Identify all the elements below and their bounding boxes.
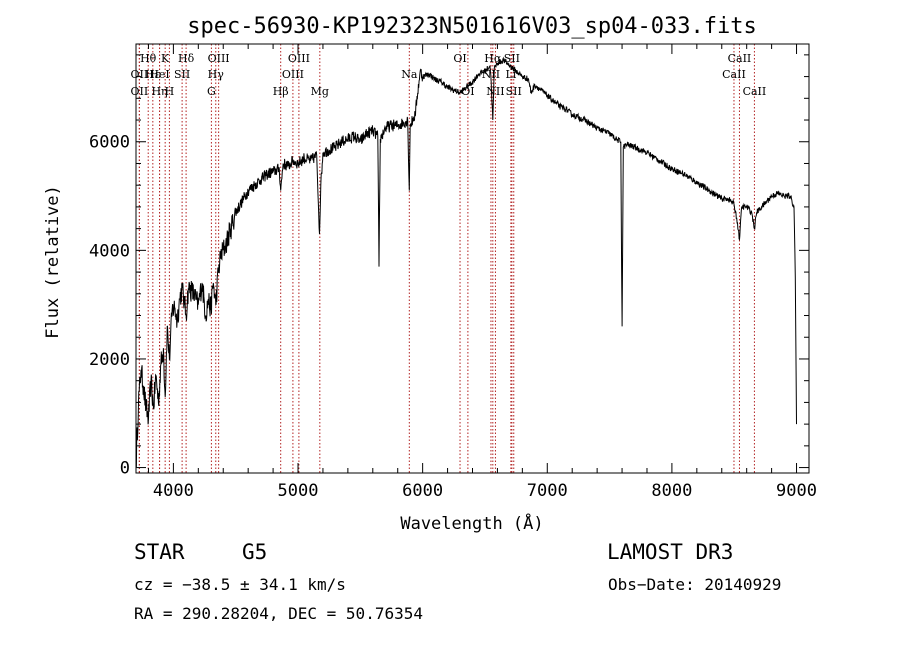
- spectral-line-label: OIII: [288, 52, 310, 65]
- spectral-line-label: Hα: [484, 52, 502, 65]
- y-tick-label: 2000: [89, 350, 130, 370]
- y-axis-label: Flux (relative): [43, 185, 63, 339]
- object-subclass: G5: [242, 540, 268, 564]
- spectral-line-label: SII: [504, 52, 520, 65]
- spectral-line-label: G: [207, 85, 216, 98]
- spectrum-series-line: [135, 56, 797, 468]
- spectral-line-label: OII: [131, 85, 149, 98]
- spectral-line-label: SII: [174, 68, 190, 81]
- spectral-line-label: Na: [401, 68, 418, 81]
- spectral-line-label: CaII: [743, 85, 767, 98]
- y-axis: 0 2000 4000 6000: [89, 54, 809, 479]
- x-axis-label: Wavelength (Å): [400, 512, 543, 534]
- spectral-line-label: OII: [131, 68, 149, 81]
- x-axis: 4000 5000 6000 7000 8000 9000: [147, 44, 817, 501]
- spectral-line-label: Li: [505, 68, 516, 81]
- spectral-line-label: Hβ: [273, 85, 289, 98]
- x-tick-label: 4000: [153, 481, 194, 501]
- spectral-line-label: HeI: [149, 68, 169, 81]
- y-tick-label: 6000: [89, 133, 130, 153]
- observation-date: Obs−Date: 20140929: [608, 575, 782, 594]
- x-tick-label: 8000: [651, 481, 692, 501]
- spectral-line-label: Hδ: [178, 52, 195, 65]
- x-tick-label: 6000: [402, 481, 443, 501]
- spectral-line-label: Hε: [145, 68, 161, 81]
- plot-frame: [135, 43, 810, 474]
- spectral-line-label: Hθ: [140, 52, 157, 65]
- spectral-line-label: Hγ: [208, 68, 225, 81]
- survey-name: LAMOST DR3: [607, 540, 734, 564]
- spectral-line-label: OIII: [282, 68, 304, 81]
- y-tick-label: 0: [120, 459, 130, 479]
- spectral-line-label: OIII: [208, 52, 230, 65]
- chart-title: spec-56930-KP192323N501616V03_sp04-033.f…: [187, 14, 757, 39]
- x-tick-label: 9000: [776, 481, 817, 501]
- x-tick-label: 7000: [527, 481, 568, 501]
- spectral-line-label: NII: [486, 85, 504, 98]
- spectral-line-label: H: [165, 85, 175, 98]
- redshift-cz: cz = −38.5 ± 34.1 km/s: [134, 575, 346, 594]
- y-tick-label: 4000: [89, 241, 130, 261]
- ra-dec: RA = 290.28204, DEC = 50.76354: [134, 604, 423, 623]
- object-class: STAR: [134, 540, 185, 564]
- spectral-line-label: OI: [453, 52, 466, 65]
- spectral-line-label: Mg: [311, 85, 329, 98]
- spectral-line-label: CaII: [728, 52, 752, 65]
- spectral-line-label: SII: [506, 85, 522, 98]
- spectral-line-label: CaII: [722, 68, 746, 81]
- x-tick-label: 5000: [278, 481, 319, 501]
- spectral-line-markers: [138, 44, 755, 473]
- spectral-line-label: K: [161, 52, 170, 65]
- spectral-line-label: Hη: [151, 85, 167, 98]
